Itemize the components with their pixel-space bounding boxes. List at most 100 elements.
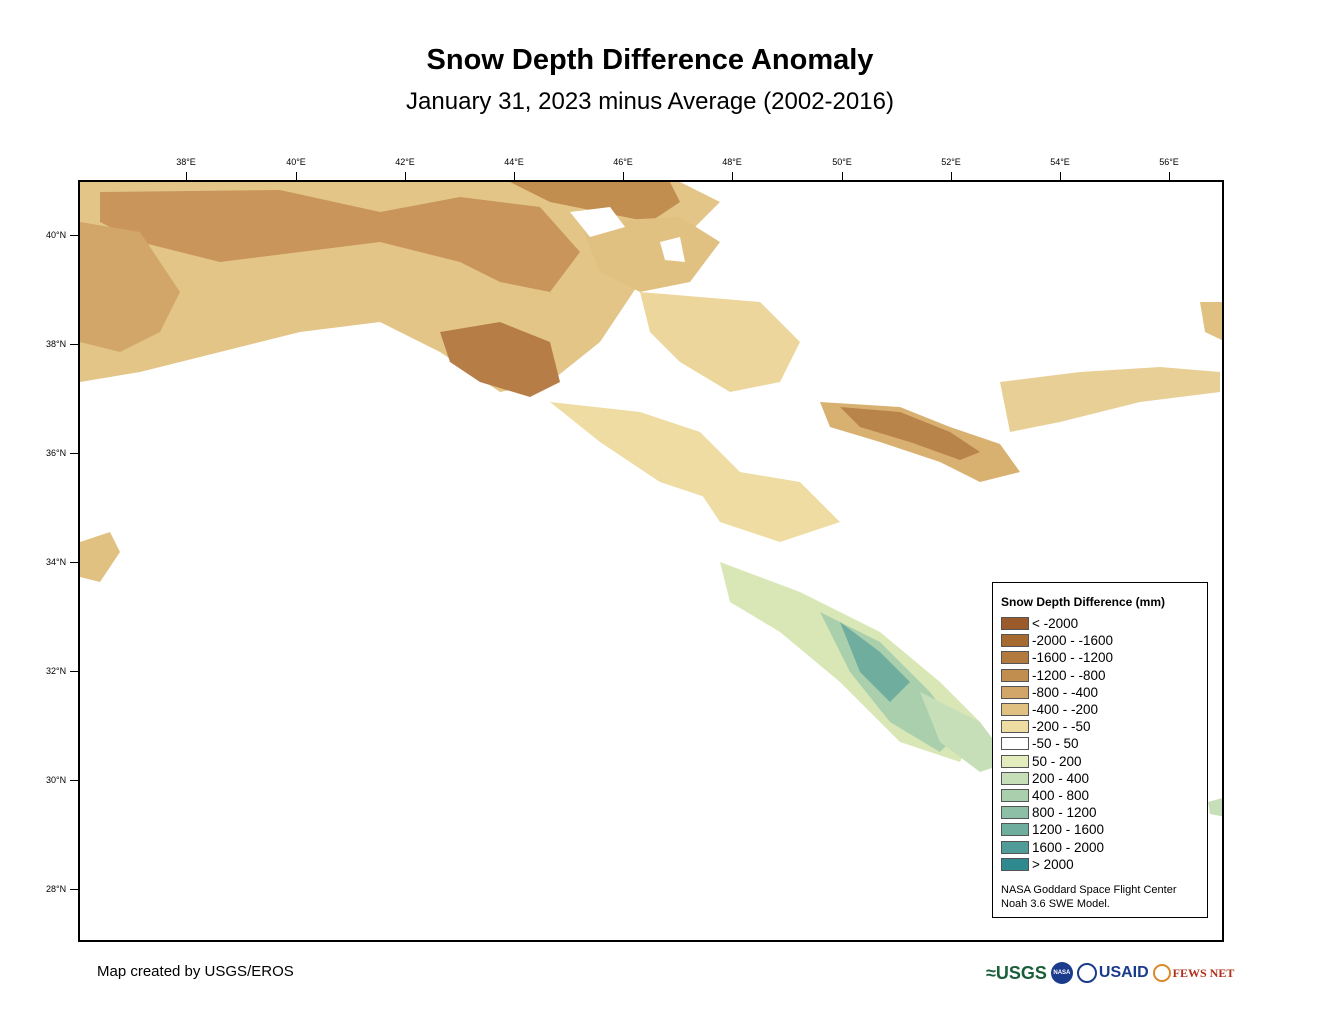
legend-label: -2000 - -1600	[1032, 633, 1114, 649]
lon-tick	[514, 172, 515, 180]
fews-net-ring-icon	[1152, 964, 1171, 982]
map-subtitle: January 31, 2023 minus Average (2002-201…	[406, 88, 894, 115]
region-alborz-dark	[840, 407, 980, 460]
lat-label: 38°N	[46, 339, 67, 349]
legend-credit-line2: Noah 3.6 SWE Model.	[1001, 897, 1110, 910]
lat-label: 34°N	[46, 557, 67, 567]
legend-swatch	[1001, 737, 1029, 751]
lat-label: 32°N	[46, 666, 67, 676]
map-frame[interactable]	[78, 180, 1224, 942]
lat-label: 30°N	[46, 775, 67, 785]
legend-label: < -2000	[1032, 616, 1079, 632]
lat-tick	[70, 344, 78, 345]
region-iran-central	[640, 292, 800, 392]
lon-label: 54°E	[1050, 157, 1070, 167]
legend-swatch	[1001, 617, 1029, 631]
snow-anomaly-map	[80, 182, 1222, 817]
legend-label: -1600 - -1200	[1032, 650, 1114, 666]
legend-swatch	[1001, 651, 1029, 665]
legend-item: > 2000	[1001, 856, 1207, 873]
legend-credit-line1: NASA Goddard Space Flight Center	[1001, 883, 1177, 896]
legend-item: 800 - 1200	[1001, 804, 1207, 821]
legend-item: -800 - -400	[1001, 684, 1207, 701]
lat-label: 36°N	[46, 448, 67, 458]
legend-swatch	[1001, 668, 1029, 682]
legend-swatch	[1001, 788, 1029, 802]
region-zagros-positive-east	[920, 692, 1010, 772]
nasa-logo: NASA	[1050, 962, 1073, 984]
legend-swatch	[1001, 703, 1029, 717]
legend-label: 800 - 1200	[1032, 805, 1097, 821]
lat-tick	[70, 235, 78, 236]
lon-label: 56°E	[1159, 157, 1179, 167]
legend-label: 400 - 800	[1032, 787, 1090, 803]
region-northern-highlands-dark	[100, 190, 580, 292]
legend-label: -200 - -50	[1032, 719, 1091, 735]
lon-label: 52°E	[941, 157, 961, 167]
lon-label: 42°E	[395, 157, 415, 167]
usaid-seal-icon	[1076, 963, 1097, 983]
legend-swatch	[1001, 685, 1029, 699]
region-kopet-dag	[1000, 367, 1220, 432]
lat-tick	[70, 780, 78, 781]
lat-tick	[70, 453, 78, 454]
legend-label: -800 - -400	[1032, 684, 1099, 700]
usgs-logo: ≈USGS	[986, 962, 1047, 983]
region-edge-positive	[1208, 798, 1222, 817]
legend-item: -2000 - -1600	[1001, 632, 1207, 649]
lat-label: 28°N	[46, 884, 67, 894]
legend-items: < -2000 -2000 - -1600 -1600 - -1200 -1200 -…	[1001, 615, 1207, 873]
fews-net-logo: FEWS NET	[1152, 964, 1234, 982]
lon-tick	[186, 172, 187, 180]
region-lake-van	[570, 207, 625, 237]
legend-label: > 2000	[1032, 856, 1074, 872]
legend-item: 1600 - 2000	[1001, 838, 1207, 855]
lon-tick	[1060, 172, 1061, 180]
legend-item: -1200 - -800	[1001, 667, 1207, 684]
lon-tick	[405, 172, 406, 180]
lon-label: 50°E	[832, 157, 852, 167]
region-west-turkey	[80, 222, 180, 352]
lon-tick	[951, 172, 952, 180]
partner-logos: ≈USGS NASA USAID FEWS NET	[986, 962, 1234, 984]
lon-tick	[1169, 172, 1170, 180]
map-credit: Map created by USGS/EROS	[97, 963, 294, 980]
usaid-logo: USAID	[1076, 963, 1149, 983]
legend-swatch	[1001, 857, 1029, 871]
region-turkey-east-dark	[440, 322, 560, 397]
legend-swatch	[1001, 823, 1029, 837]
legend-item: -1600 - -1200	[1001, 649, 1207, 666]
region-caucasus-south	[580, 217, 720, 292]
legend-label: 1600 - 2000	[1032, 839, 1105, 855]
lon-label: 48°E	[722, 157, 742, 167]
lon-label: 46°E	[613, 157, 633, 167]
legend-label: -50 - 50	[1032, 736, 1079, 752]
lon-tick	[296, 172, 297, 180]
region-zagros-positive-high	[840, 622, 910, 702]
usaid-logo-text: USAID	[1098, 964, 1149, 981]
lon-label: 44°E	[504, 157, 524, 167]
lon-tick	[842, 172, 843, 180]
legend-credit: NASA Goddard Space Flight Center Noah 3.…	[1001, 883, 1207, 911]
lat-label: 40°N	[46, 230, 67, 240]
lat-tick	[70, 889, 78, 890]
region-hindu-kush-edge	[1200, 302, 1222, 341]
region-lake-urmia	[660, 237, 685, 262]
region-iran-plateau-spots	[680, 462, 840, 542]
legend-swatch	[1001, 754, 1029, 768]
lon-label: 38°E	[176, 157, 196, 167]
legend-item: 400 - 800	[1001, 787, 1207, 804]
legend-swatch	[1001, 840, 1029, 854]
lat-tick	[70, 562, 78, 563]
legend-item: 200 - 400	[1001, 770, 1207, 787]
legend-label: 200 - 400	[1032, 770, 1090, 786]
legend-swatch	[1001, 806, 1029, 820]
region-lebanon	[80, 532, 120, 582]
legend-swatch	[1001, 771, 1029, 785]
legend-item: -400 - -200	[1001, 701, 1207, 718]
legend-label: 50 - 200	[1032, 753, 1082, 769]
legend-title: Snow Depth Difference (mm)	[1001, 595, 1166, 609]
lon-tick	[732, 172, 733, 180]
map-title: Snow Depth Difference Anomaly	[426, 44, 874, 76]
legend-label: -1200 - -800	[1032, 667, 1106, 683]
